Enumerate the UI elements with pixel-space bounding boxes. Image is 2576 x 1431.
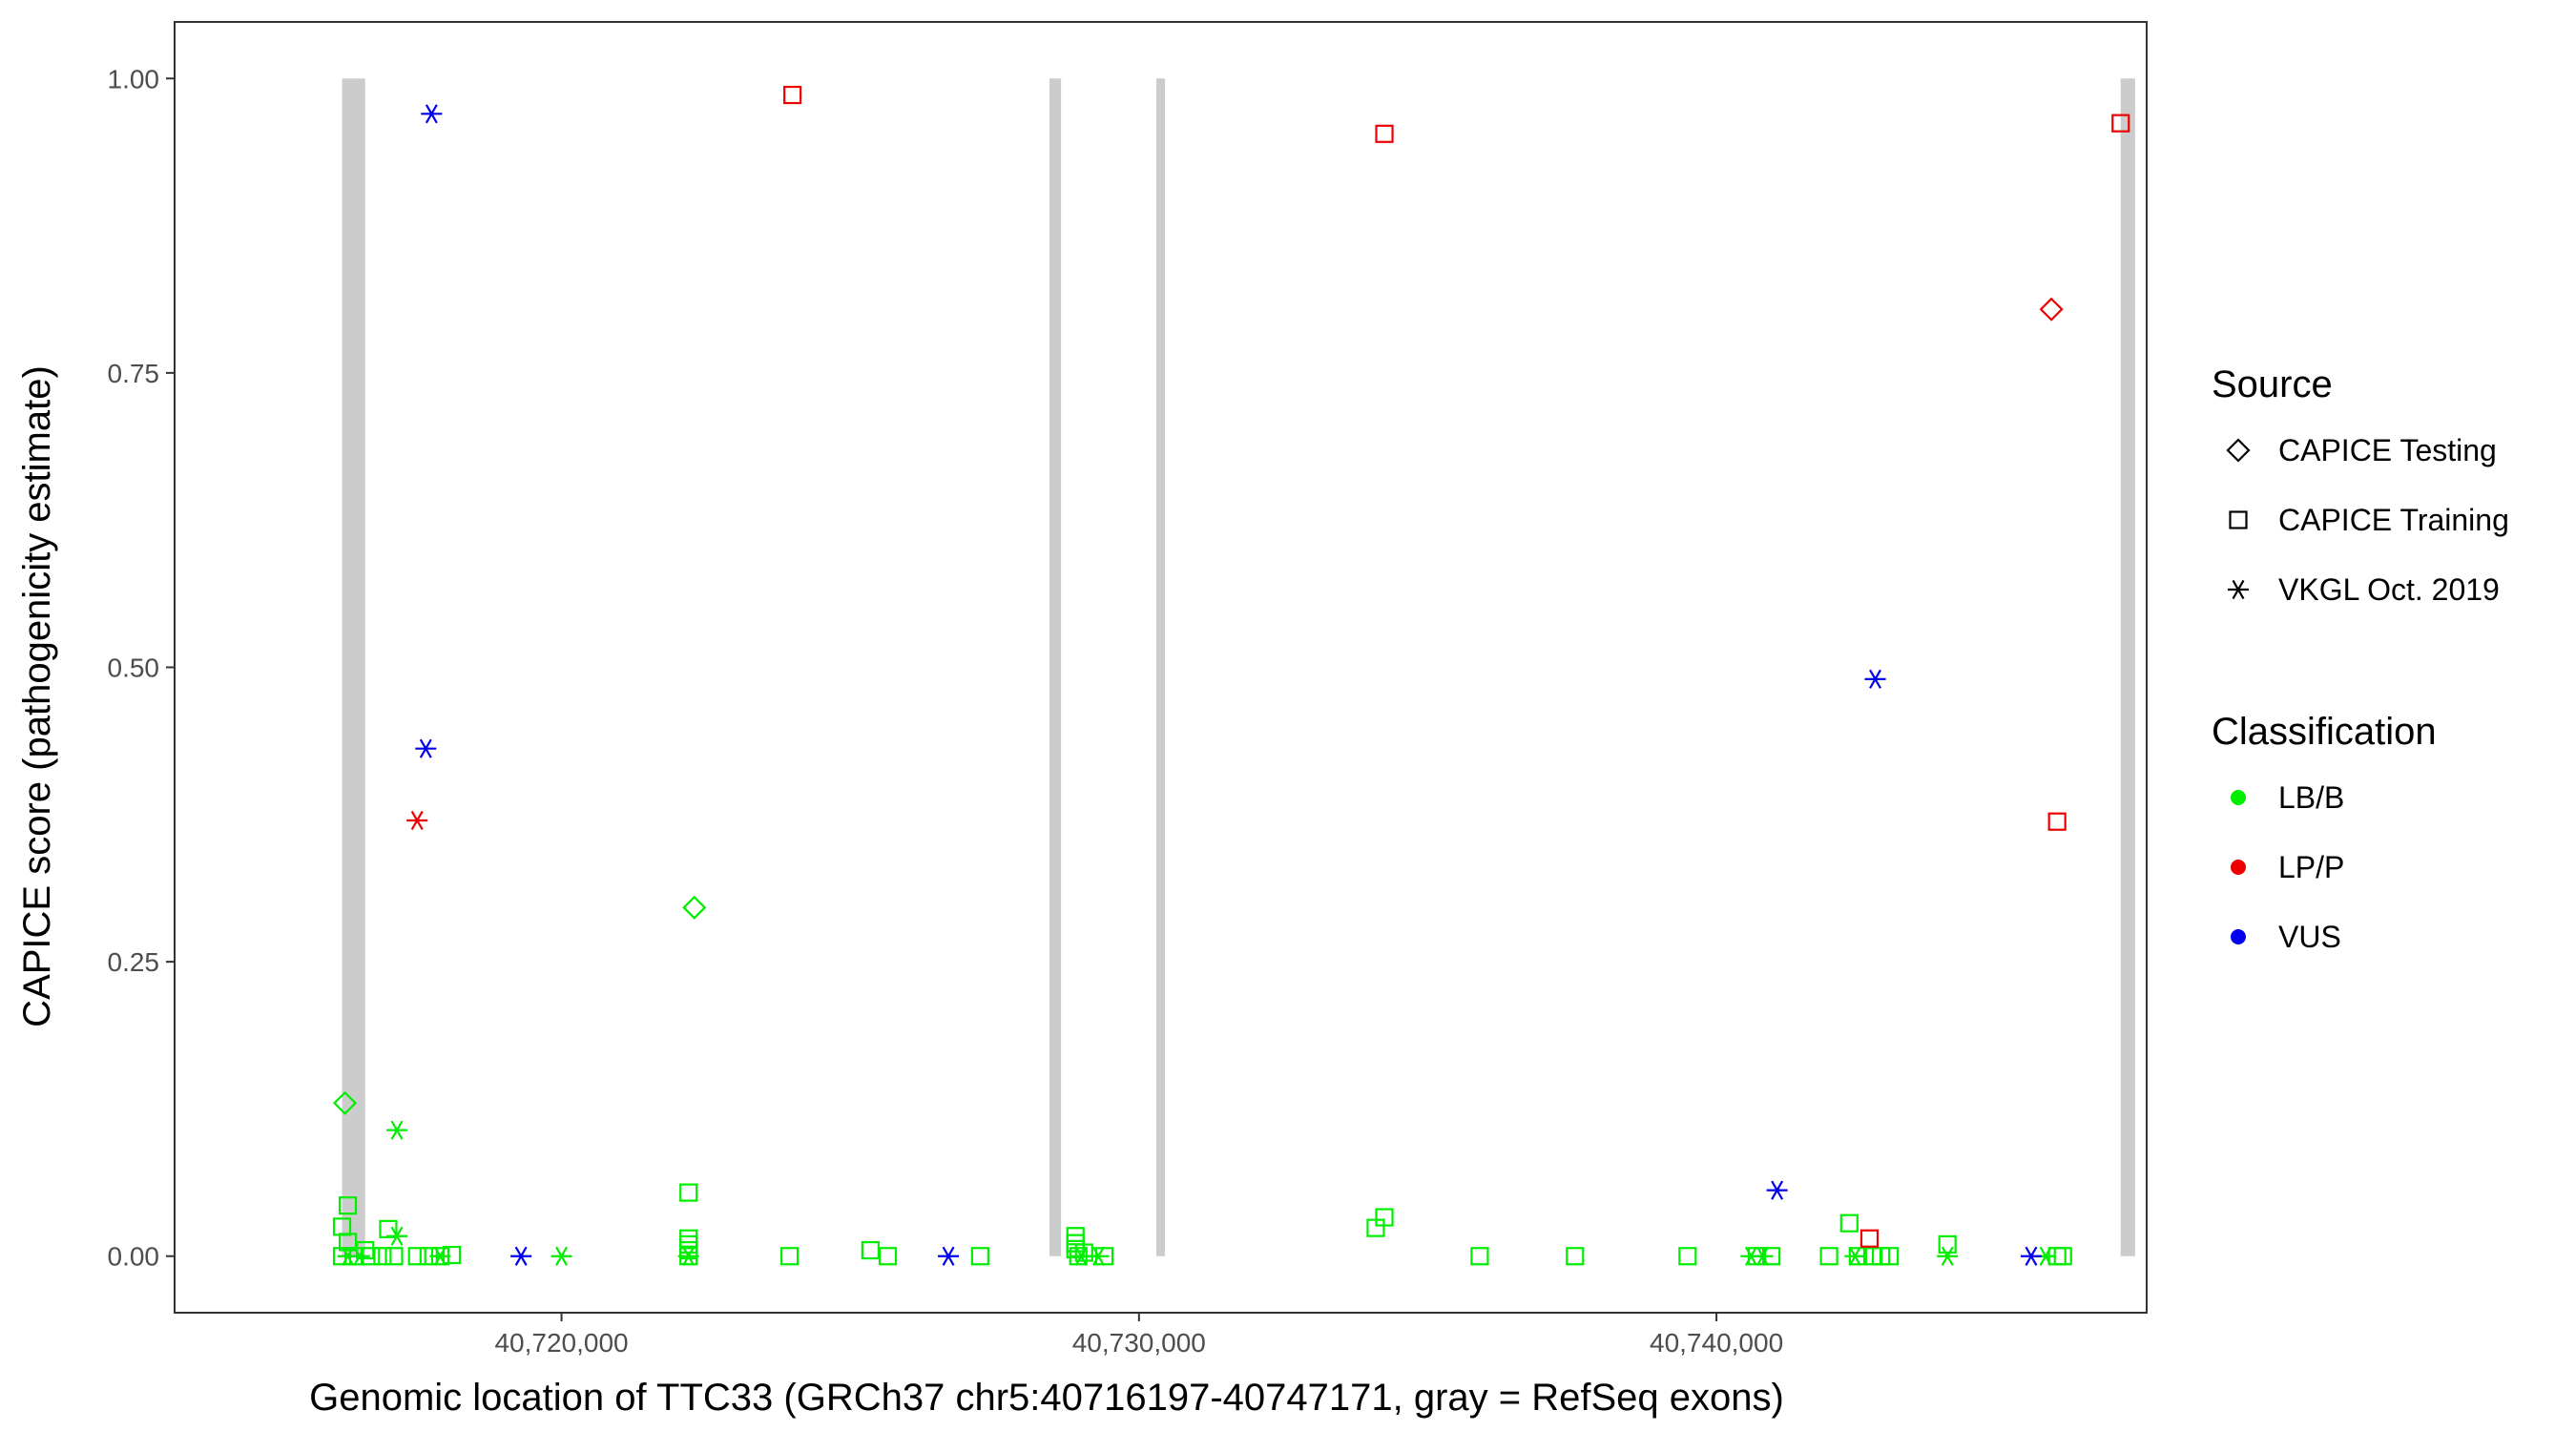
- data-point: [348, 1246, 370, 1266]
- y-axis: 0.00 0.25 0.50 0.75 1.00: [108, 64, 175, 1272]
- y-tick-label: 0.00: [108, 1242, 160, 1272]
- data-point: [1566, 1247, 1585, 1266]
- data-point: [386, 1226, 408, 1246]
- x-axis: 40,720,000 40,730,000 40,740,000: [494, 1313, 1783, 1358]
- legend-source-key: [2229, 510, 2248, 529]
- exon-band: [1049, 78, 1062, 1256]
- data-point: [1864, 669, 1886, 689]
- data-point: [406, 810, 428, 831]
- legend-source-label: CAPICE Training: [2278, 503, 2509, 537]
- x-axis-title: Genomic location of TTC33 (GRCh37 chr5:4…: [309, 1377, 1784, 1419]
- legend-classification-key: [2231, 929, 2246, 944]
- data-point: [878, 1247, 898, 1266]
- data-point: [429, 1246, 451, 1266]
- legend-source-key: [2226, 438, 2251, 463]
- data-point: [1859, 1229, 1880, 1248]
- exon-band: [1155, 78, 1166, 1256]
- legend-classification-label: LB/B: [2278, 780, 2344, 815]
- data-point: [1375, 124, 1394, 143]
- y-tick-label: 0.50: [108, 653, 160, 683]
- data-point: [1766, 1180, 1788, 1200]
- data-point: [338, 1196, 358, 1215]
- data-point: [1819, 1247, 1839, 1266]
- legend-classification-label: LP/P: [2278, 850, 2344, 884]
- data-point: [861, 1240, 880, 1260]
- y-tick-label: 1.00: [108, 64, 160, 93]
- data-point: [415, 738, 437, 758]
- legend-source: Source CAPICE Testing CAPICE Training VKGL…: [2212, 363, 2509, 607]
- data-point: [407, 1247, 426, 1266]
- data-point: [384, 1247, 404, 1266]
- legend-classification-key: [2231, 790, 2246, 805]
- y-tick-label: 0.25: [108, 947, 160, 977]
- data-point: [1937, 1246, 1959, 1266]
- legend-classification-title: Classification: [2212, 711, 2437, 753]
- data-point: [386, 1120, 408, 1140]
- x-tick-label: 40,740,000: [1650, 1328, 1783, 1358]
- data-point: [783, 85, 802, 105]
- exon-bands: [342, 78, 2135, 1256]
- data-point: [338, 1233, 358, 1252]
- legend-source-key: [2228, 579, 2249, 600]
- exon-band: [342, 78, 365, 1256]
- exon-band: [2120, 78, 2135, 1256]
- legend-source-title: Source: [2212, 363, 2333, 405]
- data-point: [1839, 1213, 1859, 1233]
- data-point: [551, 1246, 572, 1266]
- data-point: [1375, 1208, 1394, 1227]
- data-point: [510, 1246, 532, 1266]
- y-axis-title: CAPICE score (pathogenicity estimate): [16, 365, 58, 1027]
- x-tick-label: 40,730,000: [1072, 1328, 1206, 1358]
- data-point: [2111, 114, 2130, 133]
- legend-source-label: VKGL Oct. 2019: [2278, 572, 2500, 607]
- data-point: [677, 1246, 699, 1266]
- data-point: [2039, 297, 2064, 321]
- legend-classification-label: VUS: [2278, 920, 2341, 954]
- data-point: [1844, 1246, 1866, 1266]
- data-point: [1470, 1247, 1489, 1266]
- data-point: [1938, 1234, 1957, 1254]
- legend-classification: Classification LB/B LP/P VUS: [2212, 711, 2437, 954]
- data-point: [938, 1246, 960, 1266]
- data-point: [780, 1247, 800, 1266]
- data-point: [679, 1183, 698, 1202]
- data-point: [442, 1245, 462, 1265]
- data-point: [970, 1247, 989, 1266]
- data-point: [1088, 1246, 1110, 1266]
- y-tick-label: 0.75: [108, 359, 160, 388]
- data-point: [1880, 1247, 1900, 1266]
- data-point: [421, 104, 443, 124]
- legend-source-label: CAPICE Testing: [2278, 433, 2497, 467]
- data-point: [2047, 812, 2067, 831]
- data-point: [682, 895, 707, 920]
- data-point: [332, 1090, 358, 1115]
- x-tick-label: 40,720,000: [494, 1328, 628, 1358]
- legend-classification-key: [2231, 860, 2246, 875]
- data-point: [1678, 1247, 1697, 1266]
- data-point: [373, 1247, 392, 1266]
- data-points: [332, 85, 2130, 1266]
- data-point: [2020, 1246, 2042, 1266]
- data-point: [1752, 1246, 1774, 1266]
